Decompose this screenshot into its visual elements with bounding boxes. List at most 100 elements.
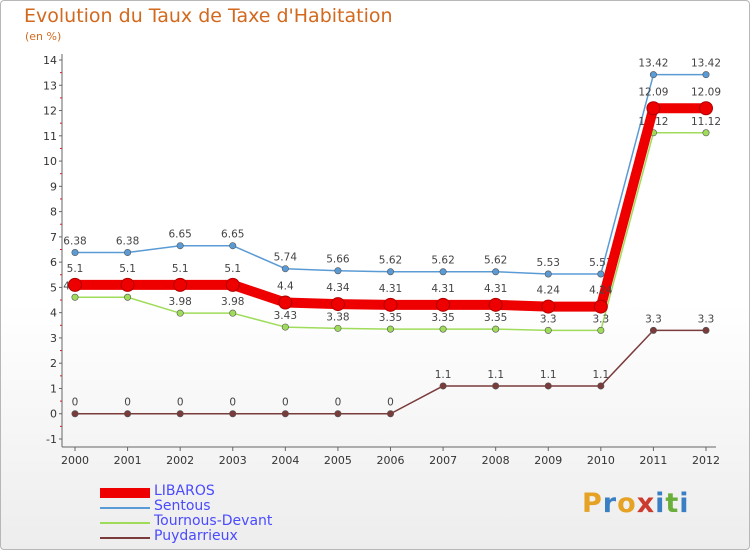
data-point-sentous [229,242,237,250]
y-tick-label: 12 [43,105,57,118]
data-label-libaros: 5.1 [67,263,84,275]
data-point-puydarrieux [597,382,605,390]
x-tick-label: 2002 [166,454,194,467]
data-label-puydarrieux: 0 [72,397,79,409]
data-label-sentous: 13.42 [691,58,721,70]
legend-label-tournous-devant: Tournous-Devant [154,513,273,529]
data-label-sentous: 13.42 [638,58,668,70]
data-point-tournous-devant [597,326,605,334]
legend-swatch-libaros [100,487,150,498]
data-point-sentous [124,249,132,257]
proxiti-logo: Proxiti [582,488,690,519]
x-tick-label: 2000 [61,454,89,467]
data-label-puydarrieux: 1.1 [540,369,557,381]
data-label-sentous: 5.62 [484,255,507,267]
data-label-puydarrieux: 0 [387,397,394,409]
logo-letter: r [602,488,618,519]
y-tick-label: 14 [43,54,57,67]
data-label-puydarrieux: 1.1 [435,369,452,381]
data-label-sentous: 5.53 [537,257,560,269]
chart-legend: LIBAROS Sentous Tournous-Devant Puydarri… [100,483,360,545]
legend-item-puydarrieux[interactable]: Puydarrieux [100,528,360,545]
data-label-tournous-devant: 3.43 [274,310,297,322]
data-point-tournous-devant [176,309,184,317]
data-label-sentous: 6.65 [221,229,244,241]
data-label-sentous: 5.66 [326,254,350,266]
data-label-tournous-devant: 11.12 [691,116,721,128]
data-point-puydarrieux [649,326,657,334]
data-point-sentous [386,268,394,276]
y-tick-label: 10 [43,155,57,168]
data-label-sentous: 6.38 [63,236,86,248]
data-point-sentous [281,265,289,273]
data-label-libaros: 4.24 [537,285,561,297]
data-label-sentous: 6.65 [168,229,191,241]
x-tick-label: 2010 [587,454,615,467]
data-label-puydarrieux: 0 [335,397,342,409]
data-point-puydarrieux [386,410,394,418]
y-tick-label: 8 [50,206,57,219]
data-label-tournous-devant: 3.98 [168,296,191,308]
data-label-libaros: 5.1 [172,263,189,275]
y-tick-label: 13 [43,79,57,92]
data-label-tournous-devant: 3.3 [592,313,609,325]
legend-item-libaros[interactable]: LIBAROS [100,483,360,500]
y-tick-label: 5 [50,281,57,294]
data-point-puydarrieux [544,382,552,390]
data-point-puydarrieux [439,382,447,390]
data-label-libaros: 12.09 [691,86,721,98]
legend-item-sentous[interactable]: Sentous [100,498,360,515]
x-tick-label: 2005 [324,454,352,467]
data-point-tournous-devant [281,323,289,331]
logo-letter: x [636,488,656,519]
x-tick-label: 2001 [114,454,142,467]
data-point-tournous-devant [492,325,500,333]
data-label-tournous-devant: 3.38 [326,311,349,323]
data-point-libaros [330,297,345,312]
data-label-puydarrieux: 0 [229,397,236,409]
legend-swatch-puydarrieux [100,536,150,539]
data-point-tournous-devant [386,325,394,333]
data-point-tournous-devant [544,326,552,334]
x-tick-label: 2003 [219,454,247,467]
data-point-tournous-devant [439,325,447,333]
data-label-tournous-devant: 3.98 [221,296,244,308]
data-label-puydarrieux: 0 [282,397,289,409]
data-label-libaros: 4.31 [431,283,454,295]
legend-item-tournous-devant[interactable]: Tournous-Devant [100,513,360,530]
data-point-libaros [436,297,451,312]
logo-letter: P [582,488,603,519]
data-point-sentous [597,270,605,278]
data-point-puydarrieux [71,410,79,418]
data-label-puydarrieux: 0 [177,397,184,409]
data-label-puydarrieux: 3.3 [645,313,662,325]
data-point-libaros [699,101,713,116]
y-tick-label: 11 [43,130,57,143]
data-point-tournous-devant [71,293,79,301]
y-tick-label: 4 [50,307,57,320]
logo-letter: t [665,488,680,519]
data-label-puydarrieux: 0 [124,397,131,409]
data-label-tournous-devant: 3.3 [540,313,557,325]
y-tick-label: 7 [50,231,57,244]
y-tick-label: 0 [50,408,57,421]
data-point-libaros [173,277,188,292]
data-label-puydarrieux: 1.1 [592,369,609,381]
data-point-tournous-devant [702,129,710,137]
data-label-sentous: 6.38 [116,236,139,248]
chart-subtitle: (en %) [25,30,62,43]
data-label-sentous: 5.62 [379,255,402,267]
data-label-libaros: 5.1 [119,263,136,275]
data-label-libaros: 4.31 [379,283,402,295]
data-point-sentous [702,71,710,79]
y-tick-label: 3 [50,332,57,345]
data-label-libaros: 12.09 [638,86,668,98]
data-point-libaros [541,299,556,314]
data-label-libaros: 5.1 [224,263,241,275]
data-point-libaros [488,297,503,312]
x-tick-label: 2009 [534,454,562,467]
data-point-sentous [334,267,342,275]
data-point-sentous [176,242,184,250]
